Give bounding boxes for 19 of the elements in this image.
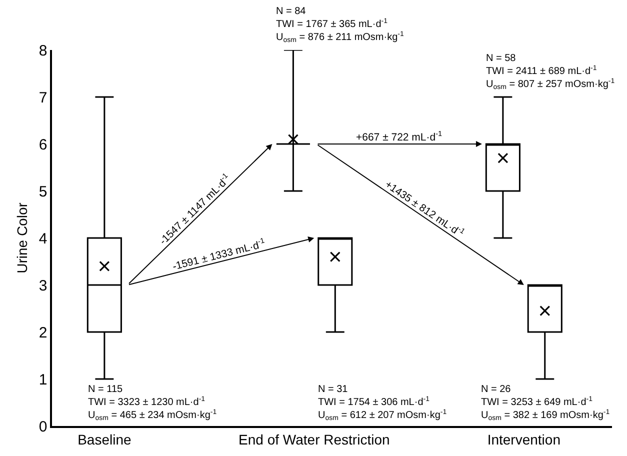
y-tick-label: 6 [38,136,48,154]
y-tick-label: 5 [38,183,48,200]
y-tick-label: 2 [38,324,48,342]
y-tick-label: 8 [38,42,48,60]
x-tick-label: Intervention [487,432,560,448]
y-tick-label: 0 [38,418,48,436]
text: N = 115 TWI = 3323 ± 1230 mL·d$^{-1}$ U$_{osm}$ = 465 ± 234 mOsm·kg$^{-1}$ [88,384,217,422]
x-tick-label: End of Water Restriction [238,432,390,448]
y-tick-label: 4 [38,230,48,248]
y-axis-title: Urine Color [14,202,30,274]
text: N = 58 TWI = 2411 ± 689 mL·d$^{-1}$ U$_{osm}$ = 807 ± 257 mOsm·kg$^{-1}$ [486,53,615,92]
text: N = 26 TWI = 3253 ± 649 mL·d$^{-1}$ U$_{osm}$ = 382 ± 169 mOsm·kg$^{-1}$ [481,384,610,422]
x-tick-label: Baseline [78,432,132,448]
annotation: +667 ± 722 mL·d$^{-1}$ [356,129,442,144]
y-tick-label: 3 [38,277,48,294]
text: N = 31 TWI = 1754 ± 306 mL·d$^{-1}$ U$_{osm}$ = 612 ± 207 mOsm·kg$^{-1}$ [318,384,447,422]
text: N = 84 TWI = 1767 ± 365 mL·d$^{-1}$ U$_{osm}$ = 876 ± 211 mOsm·kg$^{-1}$ [276,6,404,44]
y-tick-label: 1 [38,371,48,388]
y-tick-label: 7 [38,89,48,106]
